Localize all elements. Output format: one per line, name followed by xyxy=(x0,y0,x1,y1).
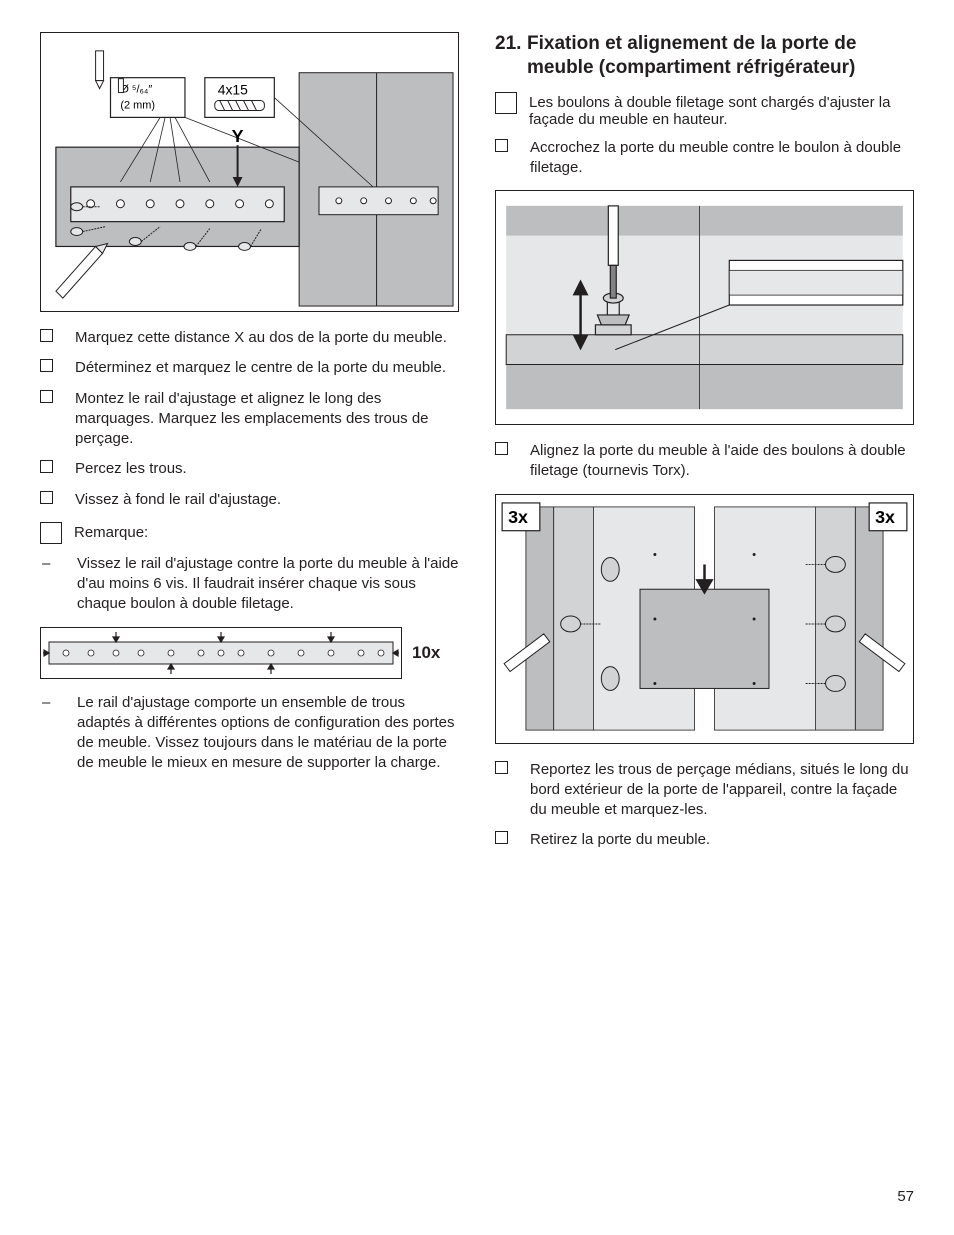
note-box-icon xyxy=(40,522,62,544)
figure-bolt-adjust xyxy=(495,190,914,425)
rail-illustration xyxy=(40,627,402,679)
left-dashlist-2: –Le rail d'ajustage comporte un ensemble… xyxy=(40,693,459,774)
list-item-text: Marquez cette distance X au dos de la po… xyxy=(75,328,459,348)
drill-diameter-label: Ø ⁵/₆₄″ xyxy=(120,84,152,96)
intro-text: Les boulons à double filetage sont charg… xyxy=(529,92,914,128)
y-arrow-label: Y xyxy=(232,126,244,146)
list-item-text: Montez le rail d'ajustage et alignez le … xyxy=(75,389,459,450)
figure-drill-bracket: Ø ⁵/₆₄″ (2 mm) 4x15 xyxy=(40,32,459,312)
section-heading-21: 21. Fixation et alignement de la porte d… xyxy=(495,32,914,80)
right-checklist-1: Accrochez la porte du meuble contre le b… xyxy=(495,138,914,179)
list-item-text: Accrochez la porte du meuble contre le b… xyxy=(530,138,914,179)
right-checklist-3: Reportez les trous de perçage médians, s… xyxy=(495,760,914,851)
list-item-text: Alignez la porte du meuble à l'aide des … xyxy=(530,441,914,482)
list-item: Marquez cette distance X au dos de la po… xyxy=(40,328,459,348)
checkbox-icon xyxy=(40,390,53,403)
right-column: 21. Fixation et alignement de la porte d… xyxy=(495,32,914,863)
dash-bullet: – xyxy=(40,693,77,713)
checkbox-icon xyxy=(40,460,53,473)
list-item: Montez le rail d'ajustage et alignez le … xyxy=(40,389,459,450)
list-item-text: Percez les trous. xyxy=(75,459,459,479)
list-item: Reportez les trous de perçage médians, s… xyxy=(495,760,914,821)
list-item: Déterminez et marquez le centre de la po… xyxy=(40,358,459,378)
checkbox-icon xyxy=(495,139,508,152)
document-page: Ø ⁵/₆₄″ (2 mm) 4x15 xyxy=(0,0,954,1235)
left-dashlist-1: –Vissez le rail d'ajustage contre la por… xyxy=(40,554,459,615)
list-item-text: Reportez les trous de perçage médians, s… xyxy=(530,760,914,821)
heading-number: 21. xyxy=(495,32,527,56)
checkbox-icon xyxy=(495,442,508,455)
dash-bullet: – xyxy=(40,554,77,574)
checkbox-icon xyxy=(495,831,508,844)
left-column: Ø ⁵/₆₄″ (2 mm) 4x15 xyxy=(40,32,459,863)
note-label: Remarque: xyxy=(74,522,459,541)
list-item-text: Vissez à fond le rail d'ajustage. xyxy=(75,490,459,510)
right-3x-label: 3x xyxy=(875,506,895,526)
list-item: Vissez à fond le rail d'ajustage. xyxy=(40,490,459,510)
right-checklist-2: Alignez la porte du meuble à l'aide des … xyxy=(495,441,914,482)
checkbox-icon xyxy=(495,761,508,774)
rail-count-label: 10x xyxy=(412,643,440,663)
checkbox-icon xyxy=(40,329,53,342)
intro-note: Les boulons à double filetage sont charg… xyxy=(495,92,914,128)
note-remarque: Remarque: xyxy=(40,522,459,544)
heading-text: Fixation et alignement de la porte de me… xyxy=(527,32,914,80)
list-item: Percez les trous. xyxy=(40,459,459,479)
list-item-text: Le rail d'ajustage comporte un ensemble … xyxy=(77,693,459,774)
list-item-text: Vissez le rail d'ajustage contre la port… xyxy=(77,554,459,615)
note-box-icon xyxy=(495,92,517,114)
figure-3x-align: 3x 3x xyxy=(495,494,914,744)
left-3x-label: 3x xyxy=(508,506,528,526)
screw-spec-label: 4x15 xyxy=(218,82,248,98)
drill-mm-label: (2 mm) xyxy=(120,99,155,111)
page-number: 57 xyxy=(897,1188,914,1205)
list-item: –Le rail d'ajustage comporte un ensemble… xyxy=(40,693,459,774)
checkbox-icon xyxy=(40,359,53,372)
list-item-text: Retirez la porte du meuble. xyxy=(530,830,914,850)
list-item: –Vissez le rail d'ajustage contre la por… xyxy=(40,554,459,615)
figure-rail-10x: 10x xyxy=(40,627,459,679)
two-column-layout: Ø ⁵/₆₄″ (2 mm) 4x15 xyxy=(40,32,914,863)
checkbox-icon xyxy=(40,491,53,504)
list-item: Alignez la porte du meuble à l'aide des … xyxy=(495,441,914,482)
list-item: Accrochez la porte du meuble contre le b… xyxy=(495,138,914,179)
list-item-text: Déterminez et marquez le centre de la po… xyxy=(75,358,459,378)
list-item: Retirez la porte du meuble. xyxy=(495,830,914,850)
left-checklist-1: Marquez cette distance X au dos de la po… xyxy=(40,328,459,510)
